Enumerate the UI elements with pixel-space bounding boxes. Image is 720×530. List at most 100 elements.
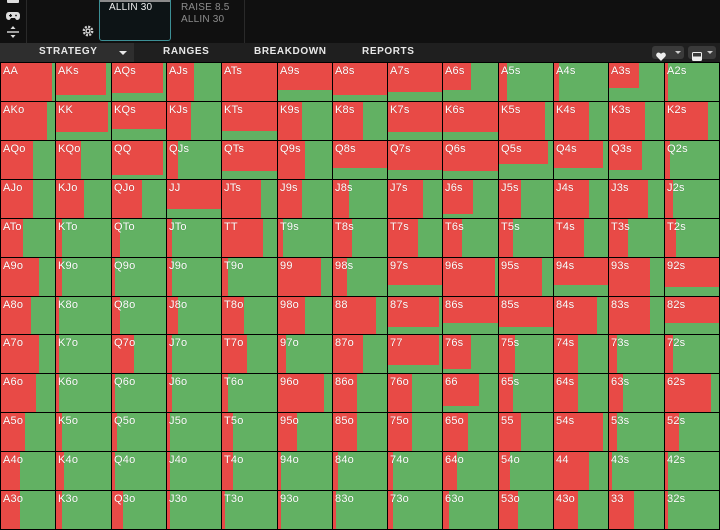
hand-cell[interactable]: 77 bbox=[388, 335, 442, 373]
hand-cell[interactable]: KQs bbox=[112, 102, 166, 140]
hand-cell[interactable]: QQ bbox=[112, 141, 166, 179]
hand-cell[interactable]: J6o bbox=[167, 374, 221, 412]
hand-cell[interactable]: A6o bbox=[1, 374, 55, 412]
hand-cell[interactable]: AKs bbox=[56, 63, 111, 101]
hand-cell[interactable]: Q4o bbox=[112, 452, 166, 490]
hand-cell[interactable]: QJs bbox=[167, 141, 221, 179]
hand-cell[interactable]: 97o bbox=[278, 335, 332, 373]
hand-cell[interactable]: 93s bbox=[609, 258, 664, 296]
hand-cell[interactable]: 55 bbox=[499, 413, 553, 451]
hand-cell[interactable]: 95s bbox=[499, 258, 553, 296]
hand-cell[interactable]: Q3s bbox=[609, 141, 664, 179]
hand-cell[interactable]: T6o bbox=[222, 374, 277, 412]
hand-cell[interactable]: T9o bbox=[222, 258, 277, 296]
hand-cell[interactable]: 98s bbox=[333, 258, 387, 296]
hand-cell[interactable]: TT bbox=[222, 219, 277, 257]
hand-cell[interactable]: 82s bbox=[665, 297, 719, 334]
hand-cell[interactable]: A7o bbox=[1, 335, 55, 373]
hand-cell[interactable]: 32s bbox=[665, 491, 719, 529]
hand-cell[interactable]: K6o bbox=[56, 374, 111, 412]
hand-cell[interactable]: KTs bbox=[222, 102, 277, 140]
resize-icon[interactable] bbox=[6, 26, 20, 38]
hand-cell[interactable]: 76s bbox=[443, 335, 498, 373]
hand-cell[interactable]: 97s bbox=[388, 258, 442, 296]
hand-cell[interactable]: 93o bbox=[278, 491, 332, 529]
hand-cell[interactable]: J5s bbox=[499, 180, 553, 218]
hand-cell[interactable]: 84s bbox=[554, 297, 608, 334]
hand-cell[interactable]: K9o bbox=[56, 258, 111, 296]
hand-cell[interactable]: T2s bbox=[665, 219, 719, 257]
hand-cell[interactable]: A5o bbox=[1, 413, 55, 451]
hand-cell[interactable]: J3o bbox=[167, 491, 221, 529]
hand-cell[interactable]: K6s bbox=[443, 102, 498, 140]
tab-breakdown[interactable]: BREAKDOWN bbox=[254, 46, 327, 57]
hand-cell[interactable]: Q9o bbox=[112, 258, 166, 296]
hand-cell[interactable]: 75s bbox=[499, 335, 553, 373]
hand-cell[interactable]: KK bbox=[56, 102, 111, 140]
hand-cell[interactable]: K7s bbox=[388, 102, 442, 140]
action-option[interactable]: RAISE 8.5 bbox=[181, 2, 230, 13]
hand-cell[interactable]: 87s bbox=[388, 297, 442, 334]
hand-cell[interactable]: 44 bbox=[554, 452, 608, 490]
hand-cell[interactable]: 85o bbox=[333, 413, 387, 451]
hand-cell[interactable]: ATo bbox=[1, 219, 55, 257]
hand-cell[interactable]: A3o bbox=[1, 491, 55, 529]
action-option[interactable]: ALLIN 30 bbox=[181, 14, 225, 25]
hand-cell[interactable]: T6s bbox=[443, 219, 498, 257]
hand-cell[interactable]: T5s bbox=[499, 219, 553, 257]
hand-cell[interactable]: 86s bbox=[443, 297, 498, 334]
hand-cell[interactable]: K2s bbox=[665, 102, 719, 140]
hand-cell[interactable]: K9s bbox=[278, 102, 332, 140]
tab-strategy[interactable]: STRATEGY bbox=[39, 46, 98, 57]
hand-cell[interactable]: 74s bbox=[554, 335, 608, 373]
hand-cell[interactable]: K8o bbox=[56, 297, 111, 334]
hand-cell[interactable]: AJo bbox=[1, 180, 55, 218]
hand-cell[interactable]: Q9s bbox=[278, 141, 332, 179]
action-option-list[interactable]: RAISE 8.5 ALLIN 30 bbox=[181, 2, 230, 26]
gear-icon[interactable] bbox=[81, 24, 95, 38]
hand-cell[interactable]: Q8o bbox=[112, 297, 166, 334]
hand-cell[interactable]: J7s bbox=[388, 180, 442, 218]
hand-cell[interactable]: Q5o bbox=[112, 413, 166, 451]
hand-cell[interactable]: AKo bbox=[1, 102, 55, 140]
hand-cell[interactable]: Q4s bbox=[554, 141, 608, 179]
hand-cell[interactable]: K7o bbox=[56, 335, 111, 373]
hand-cell[interactable]: T8s bbox=[333, 219, 387, 257]
hand-cell[interactable]: J6s bbox=[443, 180, 498, 218]
hand-cell[interactable]: 94s bbox=[554, 258, 608, 296]
hand-cell[interactable]: T4s bbox=[554, 219, 608, 257]
hand-cell[interactable]: Q3o bbox=[112, 491, 166, 529]
hand-cell[interactable]: 43s bbox=[609, 452, 664, 490]
hand-cell[interactable]: J5o bbox=[167, 413, 221, 451]
hand-cell[interactable]: A9s bbox=[278, 63, 332, 101]
hand-cell[interactable]: A8s bbox=[333, 63, 387, 101]
hand-cell[interactable]: JTs bbox=[222, 180, 277, 218]
hand-cell[interactable]: KTo bbox=[56, 219, 111, 257]
hand-cell[interactable]: 53o bbox=[499, 491, 553, 529]
hand-cell[interactable]: K8s bbox=[333, 102, 387, 140]
hand-cell[interactable]: 83s bbox=[609, 297, 664, 334]
hand-cell[interactable]: 88 bbox=[333, 297, 387, 334]
hand-cell[interactable]: 66 bbox=[443, 374, 498, 412]
hand-cell[interactable]: A9o bbox=[1, 258, 55, 296]
hand-cell[interactable]: 54s bbox=[554, 413, 608, 451]
hand-cell[interactable]: 99 bbox=[278, 258, 332, 296]
hand-cell[interactable]: 85s bbox=[499, 297, 553, 334]
gamepad-icon[interactable] bbox=[6, 11, 20, 21]
hand-cell[interactable]: K4o bbox=[56, 452, 111, 490]
hand-cell[interactable]: J8s bbox=[333, 180, 387, 218]
hand-cell[interactable]: A7s bbox=[388, 63, 442, 101]
hand-cell[interactable]: 52s bbox=[665, 413, 719, 451]
hand-cell[interactable]: T9s bbox=[278, 219, 332, 257]
hand-cell[interactable]: J8o bbox=[167, 297, 221, 334]
hand-cell[interactable]: A3s bbox=[609, 63, 664, 101]
hand-cell[interactable]: Q7s bbox=[388, 141, 442, 179]
hand-cell[interactable]: T3s bbox=[609, 219, 664, 257]
hand-cell[interactable]: T8o bbox=[222, 297, 277, 334]
hand-cell[interactable]: KJo bbox=[56, 180, 111, 218]
hand-cell[interactable]: JTo bbox=[167, 219, 221, 257]
hand-cell[interactable]: 73o bbox=[388, 491, 442, 529]
hand-cell[interactable]: AA bbox=[1, 63, 55, 101]
hand-cell[interactable]: 74o bbox=[388, 452, 442, 490]
hand-cell[interactable]: T3o bbox=[222, 491, 277, 529]
